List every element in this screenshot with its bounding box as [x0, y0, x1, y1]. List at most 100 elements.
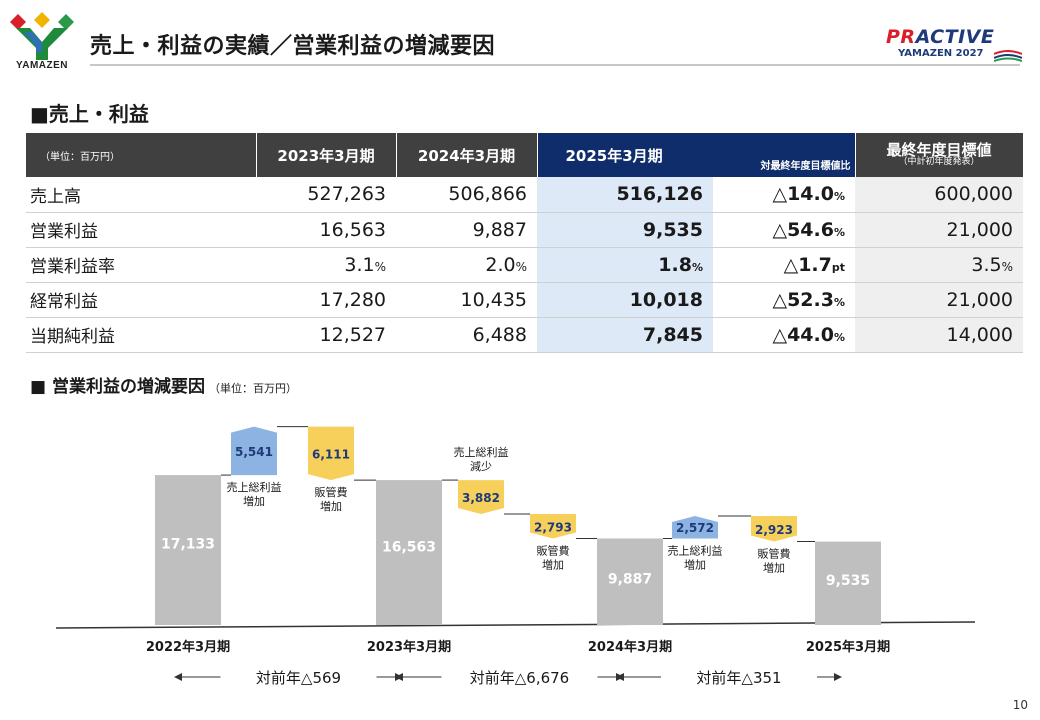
- waterfall-step-value: 3,882: [462, 491, 500, 505]
- waterfall-total-bar: [376, 480, 442, 625]
- cell-2024: 10,435: [396, 282, 537, 318]
- cell-2023: 16,563: [256, 212, 396, 248]
- cell-2024-unit: %: [515, 259, 527, 274]
- yoy-arrow-left-head-icon: [395, 673, 403, 681]
- cell-2025: 9,535: [537, 212, 713, 248]
- cell-target: 21,000: [855, 282, 1023, 318]
- waterfall-step-label: 減少: [470, 459, 492, 473]
- cell-target: 14,000: [855, 317, 1023, 353]
- yoy-arrow-left-head-icon: [616, 673, 624, 681]
- cell-vs-target: △1.7pt: [713, 247, 855, 283]
- table-row: 営業利益 16,563 9,887 9,535 △54.6% 21,000: [26, 212, 1023, 248]
- operating-income-waterfall-chart: 17,1335,541売上総利益増加6,111販管費増加16,5633,882売…: [55, 426, 976, 687]
- cell-vs-target-unit: %: [833, 330, 845, 344]
- waterfall-decrease-shape: [458, 480, 504, 515]
- section-unit: （単位：百万円）: [208, 382, 297, 395]
- cell-vs-target-value: △1.7: [783, 253, 832, 276]
- table-row: 当期純利益 12,527 6,488 7,845 △44.0% 14,000: [26, 317, 1023, 353]
- cell-vs-target-unit: %: [833, 190, 845, 204]
- cell-2024: 2.0%: [396, 247, 537, 283]
- brand-main-blue: ACTIVE: [915, 26, 995, 48]
- waterfall-total-bar: [815, 541, 881, 625]
- col-header-2024: 2024年3月期: [396, 133, 538, 177]
- proactive-brand-logo: PRACTIVE YAMAZEN 2027: [886, 26, 1026, 66]
- yoy-arrow-left-head-icon: [174, 673, 182, 681]
- cell-vs-target-value: △54.6: [772, 218, 834, 241]
- cell-2023: 17,280: [256, 282, 396, 318]
- yoy-change-label: 対前年△351: [696, 669, 781, 687]
- waterfall-total-bar: [597, 538, 663, 625]
- cell-2025: 7,845: [537, 317, 713, 353]
- waterfall-step-value: 5,541: [235, 445, 273, 459]
- logo-text: YAMAZEN: [15, 60, 69, 71]
- cell-2024: 9,887: [396, 212, 537, 248]
- waterfall-total-value: 9,887: [608, 571, 652, 587]
- waterfall-step-value: 2,572: [676, 521, 714, 535]
- brand-subtitle: YAMAZEN 2027: [898, 48, 984, 59]
- col-header-target-label: 最終年度目標値: [886, 140, 992, 159]
- waterfall-decrease-shape: [751, 515, 797, 542]
- waterfall-step-label: 増加: [243, 495, 265, 508]
- waterfall-total-value: 16,563: [382, 539, 436, 555]
- page-number: 10: [1012, 698, 1028, 712]
- cell-2023: 3.1%: [256, 247, 396, 283]
- waterfall-step-label: 売上総利益: [227, 480, 282, 494]
- waterfall-total-value: 9,535: [826, 573, 870, 589]
- waterfall-step-value: 2,923: [755, 523, 793, 537]
- cell-vs-target: △44.0%: [713, 317, 855, 353]
- cell-vs-target-value: △52.3: [772, 288, 834, 311]
- waterfall-total-value: 17,133: [161, 537, 215, 553]
- brand-main-red: PR: [886, 26, 916, 48]
- cell-2023: 12,527: [256, 317, 396, 353]
- col-header-2025-label: 2025年3月期: [565, 147, 663, 165]
- yoy-change-label: 対前年△569: [256, 669, 341, 687]
- waterfall-step-label: 販管費: [537, 543, 570, 557]
- cell-2024: 506,866: [396, 177, 537, 213]
- period-label: 2023年3月期: [367, 639, 451, 655]
- waterfall-step-label: 売上総利益: [454, 445, 509, 459]
- row-label: 営業利益率: [26, 247, 256, 283]
- col-header-2025: 2025年3月期 対最終年度目標値比: [537, 133, 856, 177]
- cell-2024-value: 2.0: [485, 253, 516, 276]
- cell-2023-unit: %: [374, 259, 386, 274]
- cell-vs-target-unit: %: [833, 225, 845, 239]
- cell-2023: 527,263: [256, 177, 396, 213]
- table-row: 経常利益 17,280 10,435 10,018 △52.3% 21,000: [26, 282, 1023, 318]
- cell-2025: 1.8%: [537, 247, 713, 283]
- yamazen-logo: YAMAZEN: [10, 12, 74, 74]
- row-label: 営業利益: [26, 212, 256, 248]
- period-label: 2025年3月期: [806, 639, 890, 655]
- cell-target: 3.5%: [855, 247, 1023, 283]
- page-title: 売上・利益の実績／営業利益の増減要因: [90, 34, 496, 59]
- waterfall-decrease-shape: [530, 514, 576, 539]
- waterfall-increase-shape: [231, 426, 277, 476]
- waterfall-total-bar: [155, 475, 221, 625]
- cell-target: 21,000: [855, 212, 1023, 248]
- cell-2025-value: 1.8: [658, 253, 692, 276]
- section-title-text: ■ 営業利益の増減要因: [30, 377, 205, 397]
- period-label: 2024年3月期: [588, 639, 672, 655]
- yoy-change-label: 対前年△6,676: [470, 669, 569, 687]
- cell-vs-target-value: △14.0: [772, 183, 834, 206]
- cell-vs-target-value: △44.0: [772, 323, 834, 346]
- col-header-2023: 2023年3月期: [256, 133, 397, 177]
- row-label: 当期純利益: [26, 317, 256, 353]
- cell-target-unit: %: [1001, 259, 1013, 274]
- waterfall-step-label: 増加: [542, 558, 564, 571]
- cell-2024: 6,488: [396, 317, 537, 353]
- waterfall-step-label: 増加: [763, 562, 785, 575]
- waterfall-step-label: 増加: [684, 558, 706, 571]
- waterfall-decrease-shape: [308, 426, 354, 481]
- unit-header: （単位：百万円）: [26, 133, 257, 177]
- table-row: 売上高 527,263 506,866 516,126 △14.0% 600,0…: [26, 177, 1023, 213]
- section-title-op-income-factors: ■ 営業利益の増減要因 （単位：百万円）: [30, 372, 297, 397]
- cell-vs-target: △54.6%: [713, 212, 855, 248]
- cell-2025-unit: %: [691, 260, 703, 274]
- period-label: 2022年3月期: [146, 639, 230, 655]
- col-header-target-note: （中計初年度発表）: [898, 157, 980, 168]
- row-label: 経常利益: [26, 282, 256, 318]
- waterfall-step-label: 増加: [320, 500, 342, 513]
- cell-target-value: 3.5: [971, 253, 1002, 276]
- yoy-arrow-right-head-icon: [834, 673, 842, 681]
- col-header-target: 最終年度目標値 （中計初年度発表）: [855, 133, 1024, 177]
